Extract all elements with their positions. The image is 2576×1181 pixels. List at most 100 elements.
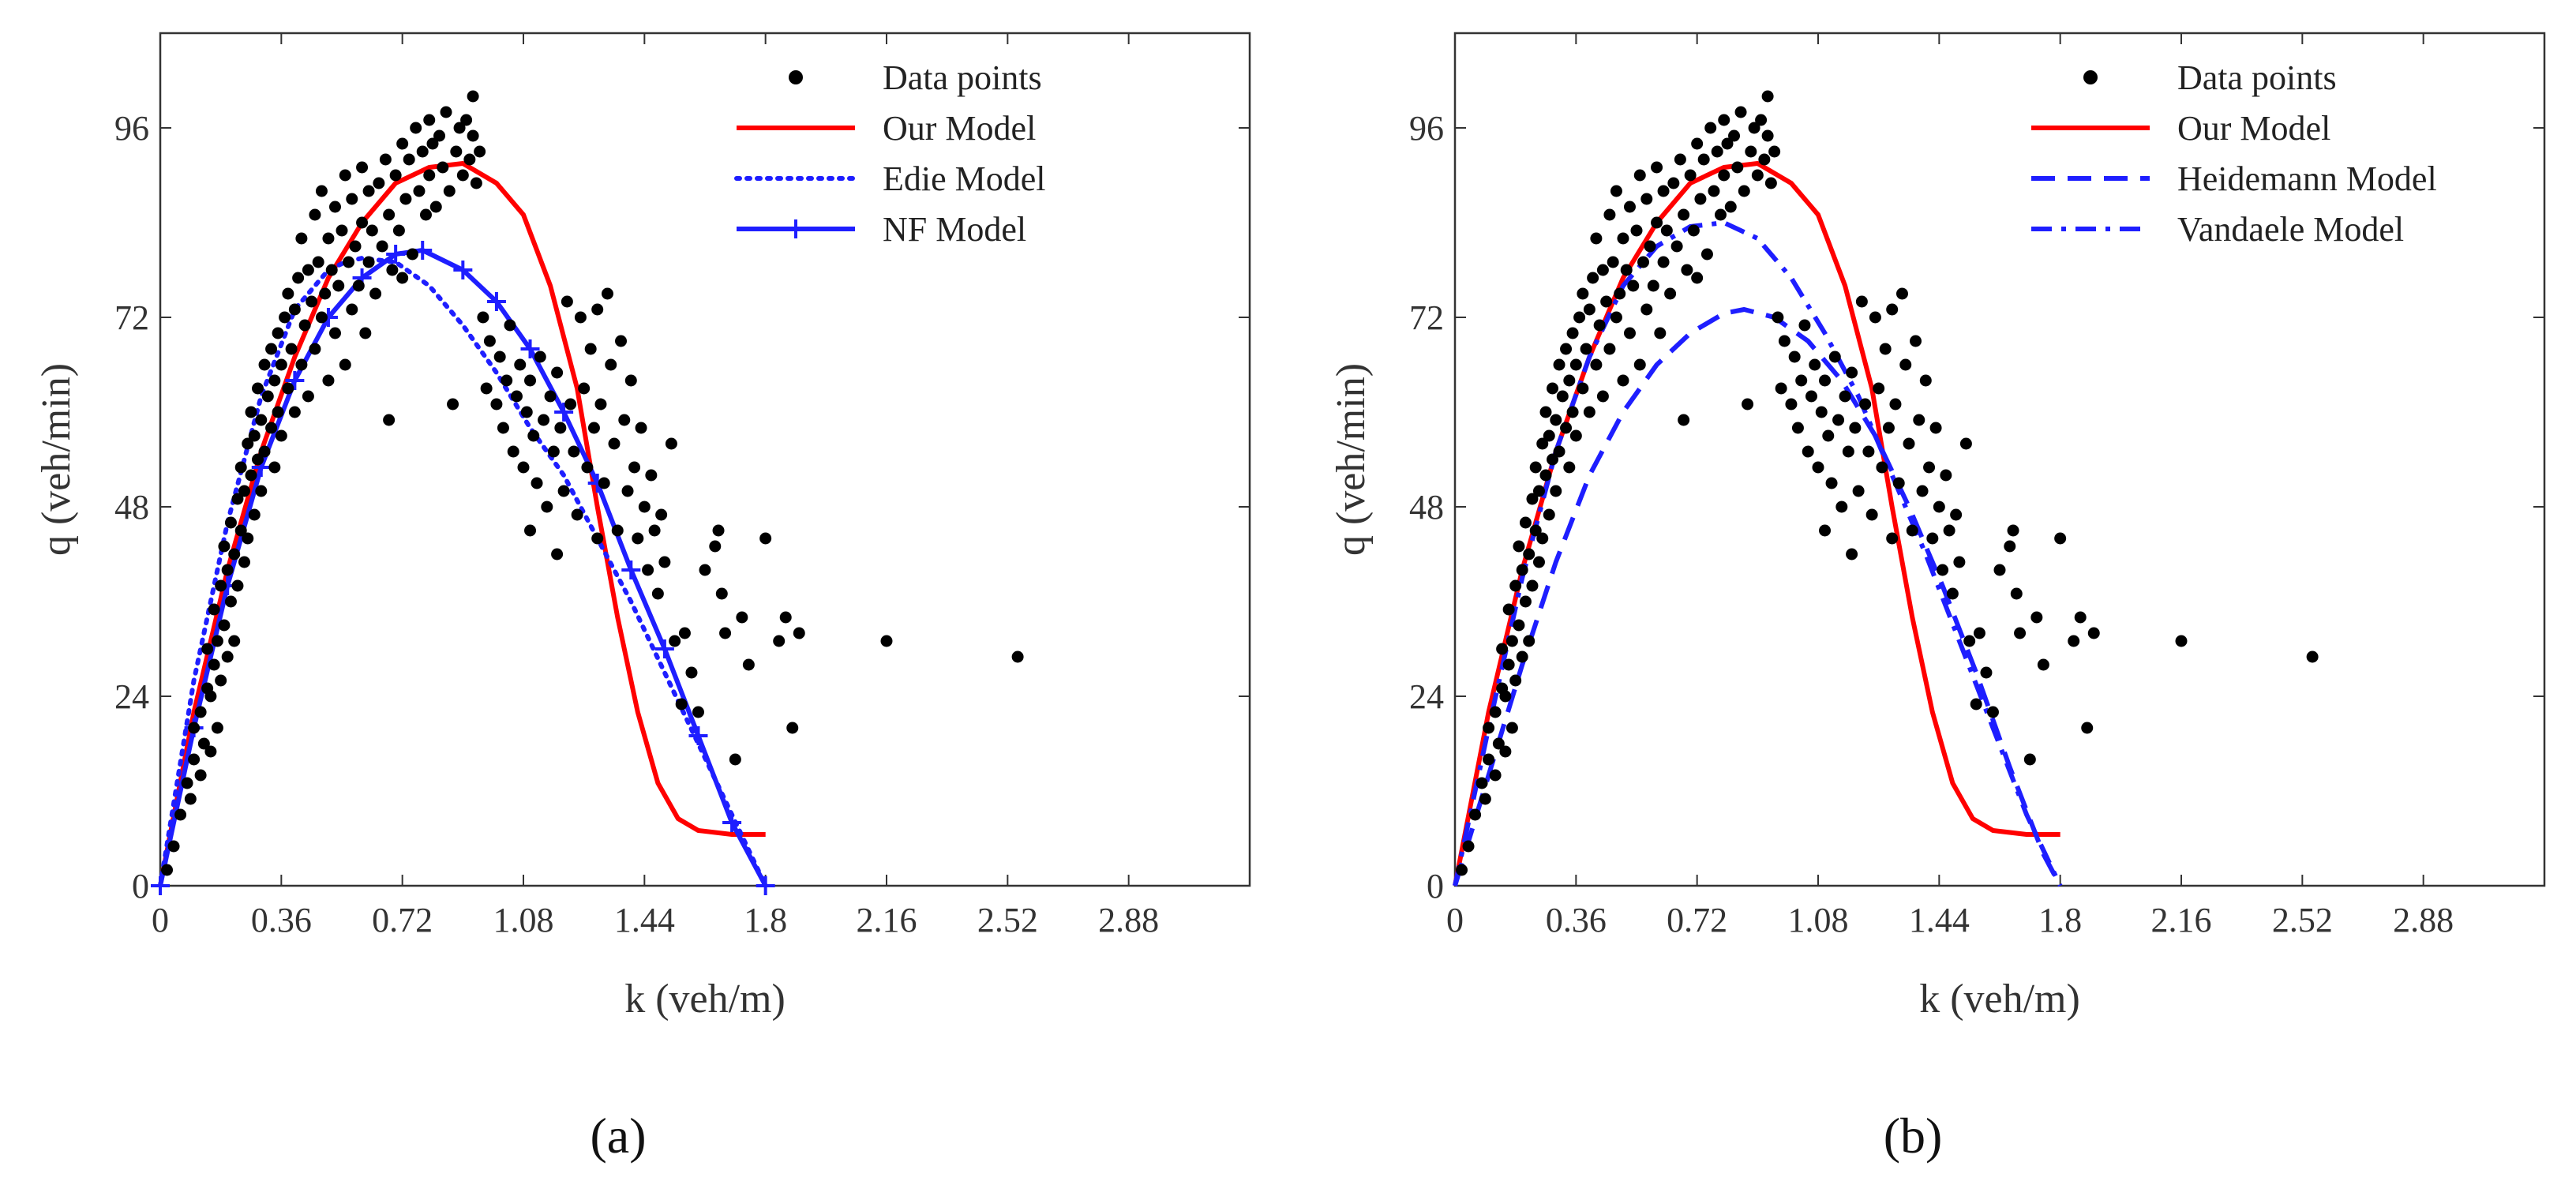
data-point	[315, 185, 328, 197]
data-point	[1772, 311, 1784, 324]
y-tick-label: 24	[114, 677, 149, 716]
data-point	[1835, 501, 1848, 513]
data-point	[1798, 319, 1811, 332]
data-point	[362, 185, 375, 197]
data-point	[467, 90, 479, 103]
data-point	[541, 501, 553, 513]
data-point	[1903, 437, 1915, 450]
data-point	[252, 382, 264, 395]
data-point	[1788, 351, 1801, 363]
data-point	[1724, 201, 1737, 213]
data-point	[1489, 769, 1502, 782]
data-point	[1795, 374, 1808, 387]
data-point	[1758, 153, 1771, 166]
data-point	[594, 398, 607, 411]
data-point	[1815, 406, 1828, 418]
data-point	[467, 129, 479, 142]
data-point	[1937, 564, 1949, 576]
data-point	[1694, 193, 1707, 205]
data-point	[460, 114, 473, 126]
data-point	[302, 390, 314, 403]
legend-label: NF Model	[883, 210, 1026, 249]
data-point	[383, 414, 396, 426]
data-point	[1678, 414, 1690, 426]
data-point	[403, 153, 415, 166]
data-point	[1933, 501, 1945, 513]
x-tick-label: 2.16	[857, 901, 917, 939]
data-point	[328, 327, 341, 339]
data-point	[1882, 422, 1895, 434]
data-point	[2010, 587, 2023, 600]
data-point	[1543, 429, 1555, 442]
data-point	[184, 793, 197, 805]
data-point	[2007, 524, 2019, 537]
data-point	[1687, 224, 1700, 237]
data-point	[1647, 279, 1659, 292]
data-point	[655, 508, 668, 521]
data-point	[1553, 358, 1565, 371]
data-point	[1832, 414, 1845, 426]
panel-a: 0 0.36 0.72 1.08 1.44 1.8 2.16 2.52 2.88 0 24 48 72 9…	[34, 32, 1251, 1164]
data-point	[1526, 493, 1539, 505]
data-point	[1963, 635, 1976, 647]
data-point	[2004, 540, 2016, 553]
data-point	[440, 106, 452, 118]
data-point	[1745, 145, 1757, 158]
data-point	[1469, 808, 1482, 821]
data-point	[1513, 540, 1525, 553]
data-point	[429, 201, 442, 213]
data-point	[275, 358, 287, 371]
data-point	[211, 722, 223, 734]
data-point	[453, 122, 466, 134]
data-point	[1700, 248, 1713, 261]
data-point	[1950, 508, 1963, 521]
x-tick-label: 1.8	[744, 901, 787, 939]
data-point	[1708, 185, 1720, 197]
data-point	[265, 422, 278, 434]
data-point	[480, 382, 493, 395]
data-point	[598, 477, 610, 489]
data-point	[332, 279, 345, 292]
data-point	[1569, 358, 1582, 371]
x-tick-label: 1.44	[614, 901, 675, 939]
data-point	[306, 295, 318, 308]
data-point	[1929, 422, 1942, 434]
data-point	[1812, 461, 1824, 474]
data-point	[651, 587, 664, 600]
data-point	[1819, 374, 1832, 387]
data-point	[1536, 532, 1549, 545]
data-point	[245, 406, 257, 418]
data-point	[218, 540, 231, 553]
nf-model-marker	[654, 639, 674, 658]
data-point	[715, 587, 728, 600]
data-point	[1603, 343, 1616, 355]
data-point	[396, 137, 409, 150]
data-point	[587, 422, 600, 434]
panel-a-legend: Data points Our Model Edie Model NF Model	[734, 58, 1046, 249]
x-tick-label: 2.52	[2272, 901, 2333, 939]
data-point	[571, 508, 583, 521]
x-tick-label: 1.8	[2038, 901, 2082, 939]
data-point	[255, 414, 268, 426]
data-point	[1610, 311, 1622, 324]
data-point	[497, 422, 509, 434]
y-tick-label: 96	[114, 109, 149, 148]
data-point	[1573, 311, 1586, 324]
data-point	[1822, 429, 1835, 442]
data-point	[1697, 153, 1710, 166]
data-point	[221, 564, 234, 576]
data-point	[272, 327, 284, 339]
data-point	[339, 358, 351, 371]
data-point	[194, 769, 207, 782]
data-point	[510, 390, 523, 403]
data-point	[779, 611, 792, 624]
data-point	[648, 524, 661, 537]
panel-b-x-axis-label: k (veh/m)	[1919, 977, 2080, 1022]
data-point	[1660, 224, 1673, 237]
data-point	[1505, 722, 1518, 734]
data-point	[624, 374, 637, 387]
data-point	[1852, 485, 1865, 497]
data-point	[786, 722, 799, 734]
data-point	[343, 256, 355, 268]
data-point	[1940, 469, 1952, 482]
